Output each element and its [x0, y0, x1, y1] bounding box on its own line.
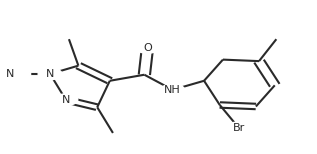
Text: Br: Br — [232, 123, 245, 133]
Text: O: O — [143, 43, 152, 53]
Text: N: N — [6, 69, 14, 79]
Circle shape — [227, 122, 250, 133]
Text: NH: NH — [164, 85, 181, 95]
Circle shape — [161, 84, 184, 96]
Circle shape — [54, 94, 78, 105]
Circle shape — [7, 68, 31, 80]
Text: N: N — [61, 95, 70, 105]
Circle shape — [136, 42, 159, 53]
Text: N: N — [46, 69, 54, 79]
Circle shape — [38, 68, 62, 80]
